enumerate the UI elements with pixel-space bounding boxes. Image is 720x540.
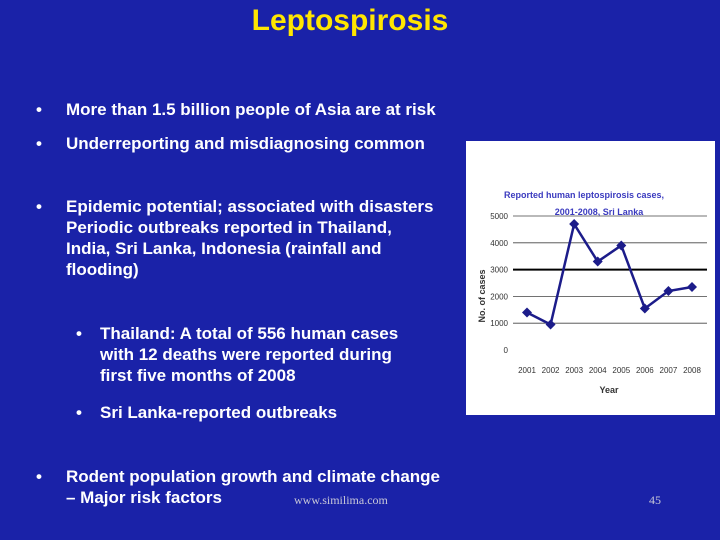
chart-panel: Reported human leptospirosis cases, 2001… bbox=[466, 141, 715, 415]
bullet-marker: • bbox=[36, 134, 42, 153]
y-tick-label: 2000 bbox=[490, 292, 508, 301]
y-tick-label: 5000 bbox=[490, 212, 508, 221]
bullet-marker: • bbox=[76, 324, 82, 343]
bullet-marker: • bbox=[36, 100, 42, 119]
data-point bbox=[639, 303, 650, 314]
bullet-line: first five months of 2008 bbox=[100, 366, 296, 385]
bullet-marker: • bbox=[76, 403, 82, 422]
bullet-line: Sri Lanka-reported outbreaks bbox=[100, 403, 338, 422]
bullet-line: Underreporting and misdiagnosing common bbox=[66, 134, 425, 153]
bullet-line: – Major risk factors bbox=[66, 488, 222, 507]
bullet-marker: • bbox=[36, 197, 42, 216]
data-point bbox=[592, 256, 603, 267]
x-tick-label: 2006 bbox=[636, 366, 654, 375]
y-tick-label: 4000 bbox=[490, 239, 508, 248]
bullet-rodent-climate: • Rodent population growth and climate c… bbox=[36, 466, 440, 508]
bullet-line: with 12 deaths were reported during bbox=[100, 345, 392, 364]
chart-title: Reported human leptospirosis cases, bbox=[504, 190, 664, 200]
bullet-line: flooding) bbox=[66, 260, 139, 279]
y-axis-label: No. of cases bbox=[477, 269, 487, 322]
x-axis-label: Year bbox=[599, 385, 619, 395]
x-tick-label: 2007 bbox=[660, 366, 678, 375]
data-point bbox=[522, 307, 532, 318]
data-point bbox=[616, 240, 627, 251]
x-tick-label: 2002 bbox=[542, 366, 560, 375]
y-tick-label: 0 bbox=[504, 346, 509, 355]
bullet-marker: • bbox=[36, 467, 42, 486]
x-tick-label: 2001 bbox=[518, 366, 536, 375]
data-point bbox=[545, 319, 556, 330]
data-point bbox=[687, 282, 697, 293]
bullet-line: More than 1.5 billion people of Asia are… bbox=[66, 100, 436, 119]
x-tick-label: 2005 bbox=[612, 366, 630, 375]
x-tick-label: 2004 bbox=[589, 366, 607, 375]
bullet-line: Periodic outbreaks reported in Thailand, bbox=[66, 218, 392, 237]
bullet-asia-risk: • More than 1.5 billion people of Asia a… bbox=[36, 99, 436, 120]
bullet-line: Thailand: A total of 556 human cases bbox=[100, 324, 399, 343]
bullet-thailand: • Thailand: A total of 556 human cases w… bbox=[76, 323, 398, 386]
bullet-epidemic-potential: • Epidemic potential; associated with di… bbox=[36, 196, 434, 280]
bullet-line: Rodent population growth and climate cha… bbox=[66, 467, 441, 486]
series-line bbox=[526, 220, 693, 327]
bullet-line: Epidemic potential; associated with disa… bbox=[66, 197, 434, 216]
data-point bbox=[663, 286, 674, 297]
y-tick-label: 1000 bbox=[490, 319, 508, 328]
x-tick-label: 2003 bbox=[565, 366, 583, 375]
bullet-line: India, Sri Lanka, Indonesia (rainfall an… bbox=[66, 239, 382, 258]
line-chart: Reported human leptospirosis cases, 2001… bbox=[477, 190, 707, 395]
data-point bbox=[569, 219, 580, 230]
slide-title: Leptospirosis bbox=[251, 4, 449, 37]
x-tick-label: 2008 bbox=[683, 366, 701, 375]
y-tick-label: 3000 bbox=[490, 266, 508, 275]
bullet-sri-lanka: • Sri Lanka-reported outbreaks bbox=[76, 402, 337, 423]
chart-subtitle: 2001-2008, Sri Lanka bbox=[555, 207, 645, 217]
page-number: 45 bbox=[649, 493, 661, 507]
footer-url: www.similima.com bbox=[294, 493, 388, 507]
bullet-underreporting: • Underreporting and misdiagnosing commo… bbox=[36, 133, 425, 154]
